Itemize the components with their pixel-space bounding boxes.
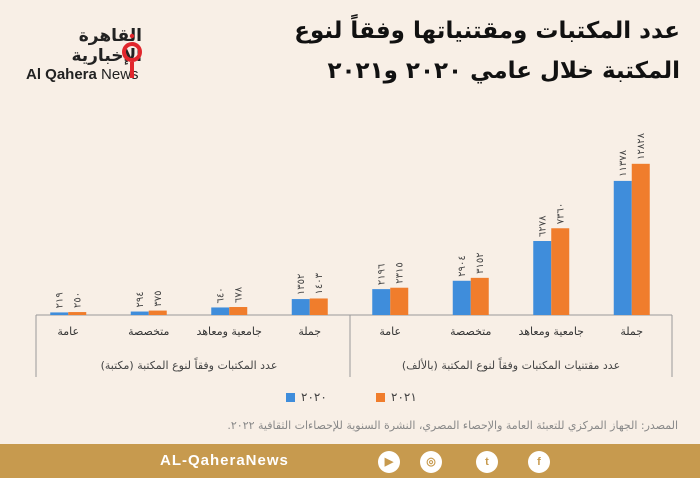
bar-٢٠٢٠-6 bbox=[130, 311, 149, 315]
data-label: ٦٢٧٨ bbox=[538, 215, 549, 237]
logo-english: Al Qahera News bbox=[26, 66, 139, 83]
x-tick-label: متخصصة bbox=[450, 325, 491, 338]
data-label: ٣٧٥ bbox=[153, 290, 164, 306]
data-label: ١٣٥٢ bbox=[296, 274, 307, 295]
data-label: ١٢٨٢٨ bbox=[636, 132, 647, 159]
data-label: ٣١٥٢ bbox=[475, 252, 486, 273]
bar-٢٠٢١-0 bbox=[631, 163, 650, 315]
legend-item-2021: ٢٠٢١ bbox=[376, 390, 417, 404]
bar-٢٠٢١-3 bbox=[390, 287, 409, 315]
x-tick-label: جملة bbox=[298, 325, 321, 338]
bar-٢٠٢١-6 bbox=[148, 310, 167, 315]
instagram-icon[interactable]: ◎ bbox=[420, 451, 442, 473]
bar-٢٠٢١-5 bbox=[229, 307, 248, 315]
x-tick-label: عامة bbox=[379, 325, 401, 338]
bar-٢٠٢٠-0 bbox=[613, 180, 632, 315]
data-label: ٦٤٠ bbox=[216, 287, 227, 303]
bar-٢٠٢١-4 bbox=[309, 298, 328, 315]
data-label: ٦٧٨ bbox=[234, 286, 245, 303]
source-note: المصدر: الجهاز المركزي للتعبئة العامة وا… bbox=[227, 419, 678, 432]
bar-٢٠٢٠-1 bbox=[533, 241, 552, 315]
group-label: عدد المكتبات وفقاً لنوع المكتبة (مكتبة) bbox=[101, 357, 278, 372]
data-label: ٧٣٦٠ bbox=[556, 203, 567, 224]
bar-٢٠٢٠-2 bbox=[452, 280, 471, 315]
data-label: ١١٣٧٨ bbox=[618, 149, 629, 176]
legend-label-2021: ٢٠٢١ bbox=[391, 390, 417, 404]
legend-swatch-2020 bbox=[286, 392, 295, 402]
data-label: ٢٩٤ bbox=[135, 291, 146, 307]
x-tick-label: جملة bbox=[620, 325, 643, 338]
data-label: ٢٩٠٤ bbox=[457, 255, 468, 276]
bar-٢٠٢٠-7 bbox=[50, 312, 69, 315]
chart-title-line-2: المكتبة خلال عامي ٢٠٢٠ و٢٠٢١ bbox=[327, 58, 680, 84]
x-tick-label: عامة bbox=[57, 325, 79, 338]
facebook-icon[interactable]: f bbox=[528, 451, 550, 473]
bar-٢٠٢١-2 bbox=[470, 277, 489, 315]
data-label: ٢١٩٦ bbox=[377, 264, 388, 285]
bar-٢٠٢١-7 bbox=[68, 312, 87, 315]
data-label: ٢٣١٥ bbox=[395, 262, 406, 283]
twitter-icon[interactable]: t bbox=[476, 451, 498, 473]
data-label: ١٤٠٣ bbox=[314, 272, 325, 294]
x-tick-label: متخصصة bbox=[128, 325, 169, 338]
group-label: عدد مقتنيات المكتبات وفقاً لنوع المكتبة … bbox=[402, 357, 620, 372]
bar-٢٠٢٠-3 bbox=[372, 289, 391, 315]
logo-english-light: News bbox=[101, 66, 139, 83]
bar-٢٠٢٠-4 bbox=[291, 299, 310, 315]
logo-q-icon bbox=[122, 33, 142, 78]
legend-item-2020: ٢٠٢٠ bbox=[286, 390, 327, 404]
legend-swatch-2021 bbox=[376, 392, 385, 402]
bar-chart: ١١٣٧٨ ١٢٨٢٨ جملة ٦٢٧٨ ٧٣٦٠ جامعية ومعاهد ٢٩٠٤ ٣… bbox=[35, 132, 673, 377]
data-label: ٢١٩ bbox=[55, 292, 66, 308]
footer-brand: AL-QaheraNews bbox=[160, 452, 289, 469]
logo: القاهرة الإخبارية Al Qahera News bbox=[12, 14, 142, 84]
logo-english-bold: Al Qahera bbox=[26, 66, 97, 83]
bar-٢٠٢٠-5 bbox=[211, 307, 230, 315]
data-label: ٢٥٠ bbox=[73, 292, 84, 308]
legend-label-2020: ٢٠٢٠ bbox=[301, 390, 327, 404]
bar-٢٠٢١-1 bbox=[551, 228, 570, 315]
chart-title-line-1: عدد المكتبات ومقتنياتها وفقاً لنوع bbox=[294, 18, 680, 44]
x-tick-label: جامعية ومعاهد bbox=[518, 325, 584, 338]
youtube-icon[interactable]: ▶ bbox=[378, 451, 400, 473]
footer-bar: AL-QaheraNews ▶ ◎ t f bbox=[0, 444, 700, 478]
x-tick-label: جامعية ومعاهد bbox=[196, 325, 262, 338]
